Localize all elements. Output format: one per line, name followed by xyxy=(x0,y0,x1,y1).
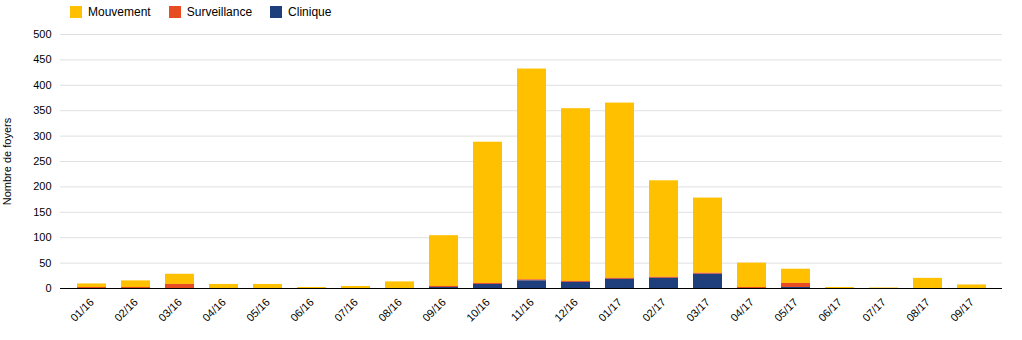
svg-text:350: 350 xyxy=(33,104,51,116)
svg-text:08/17: 08/17 xyxy=(904,296,932,324)
html-text:Clinique: Clinique xyxy=(288,5,332,19)
svg-text:03/17: 03/17 xyxy=(684,296,712,324)
svg-text:04/16: 04/16 xyxy=(200,296,228,324)
svg-text:05/16: 05/16 xyxy=(244,296,272,324)
svg-text:01/17: 01/17 xyxy=(596,296,624,324)
svg-text:11/16: 11/16 xyxy=(509,296,536,323)
svg-text:02/17: 02/17 xyxy=(640,296,668,324)
svg-text:02/16: 02/16 xyxy=(112,296,140,324)
svg-text:07/16: 07/16 xyxy=(332,296,360,324)
svg-text:250: 250 xyxy=(33,155,51,167)
svg-text:100: 100 xyxy=(33,231,51,243)
svg-text:450: 450 xyxy=(33,53,51,65)
svg-text:05/17: 05/17 xyxy=(772,296,800,324)
svg-text:12/16: 12/16 xyxy=(552,296,580,324)
svg-text:03/16: 03/16 xyxy=(156,296,184,324)
svg-text:07/17: 07/17 xyxy=(860,296,888,324)
html-text:Surveillance: Surveillance xyxy=(186,5,253,19)
svg-text:06/16: 06/16 xyxy=(288,296,316,324)
svg-text:Nombre de foyers: Nombre de foyers xyxy=(1,117,13,205)
svg-text:09/17: 09/17 xyxy=(948,296,976,324)
svg-text:200: 200 xyxy=(33,180,51,192)
svg-text:0: 0 xyxy=(45,282,51,294)
svg-text:10/16: 10/16 xyxy=(464,296,492,324)
svg-text:09/16: 09/16 xyxy=(420,296,448,324)
svg-text:50: 50 xyxy=(39,257,51,269)
svg-text:08/16: 08/16 xyxy=(376,296,404,324)
svg-text:300: 300 xyxy=(33,130,51,142)
svg-text:06/17: 06/17 xyxy=(816,296,844,324)
svg-text:01/16: 01/16 xyxy=(68,296,96,324)
svg-text:150: 150 xyxy=(33,206,51,218)
svg-text:400: 400 xyxy=(33,79,51,91)
svg-text:04/17: 04/17 xyxy=(728,296,756,324)
svg-text:500: 500 xyxy=(33,28,51,40)
html-text:Mouvement: Mouvement xyxy=(88,5,151,19)
